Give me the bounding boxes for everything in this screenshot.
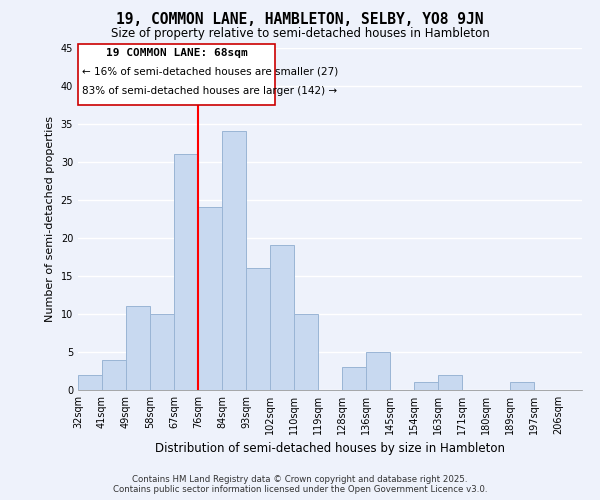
Bar	[150, 314, 174, 390]
Bar	[342, 367, 366, 390]
Bar	[438, 375, 462, 390]
Bar	[174, 154, 198, 390]
Text: 19 COMMON LANE: 68sqm: 19 COMMON LANE: 68sqm	[106, 48, 247, 58]
Text: 83% of semi-detached houses are larger (142) →: 83% of semi-detached houses are larger (…	[82, 86, 337, 96]
Bar	[126, 306, 150, 390]
Text: 19, COMMON LANE, HAMBLETON, SELBY, YO8 9JN: 19, COMMON LANE, HAMBLETON, SELBY, YO8 9…	[116, 12, 484, 28]
Bar	[102, 360, 126, 390]
Bar	[510, 382, 534, 390]
Bar	[366, 352, 390, 390]
FancyBboxPatch shape	[78, 44, 275, 104]
Text: Size of property relative to semi-detached houses in Hambleton: Size of property relative to semi-detach…	[110, 28, 490, 40]
Bar	[270, 246, 294, 390]
Text: Contains HM Land Registry data © Crown copyright and database right 2025.: Contains HM Land Registry data © Crown c…	[132, 475, 468, 484]
X-axis label: Distribution of semi-detached houses by size in Hambleton: Distribution of semi-detached houses by …	[155, 442, 505, 456]
Text: Contains public sector information licensed under the Open Government Licence v3: Contains public sector information licen…	[113, 484, 487, 494]
Bar	[78, 375, 102, 390]
Bar	[222, 131, 246, 390]
Bar	[294, 314, 318, 390]
Bar	[198, 208, 222, 390]
Y-axis label: Number of semi-detached properties: Number of semi-detached properties	[45, 116, 55, 322]
Bar	[246, 268, 270, 390]
Bar	[414, 382, 438, 390]
Text: ← 16% of semi-detached houses are smaller (27): ← 16% of semi-detached houses are smalle…	[82, 66, 338, 76]
